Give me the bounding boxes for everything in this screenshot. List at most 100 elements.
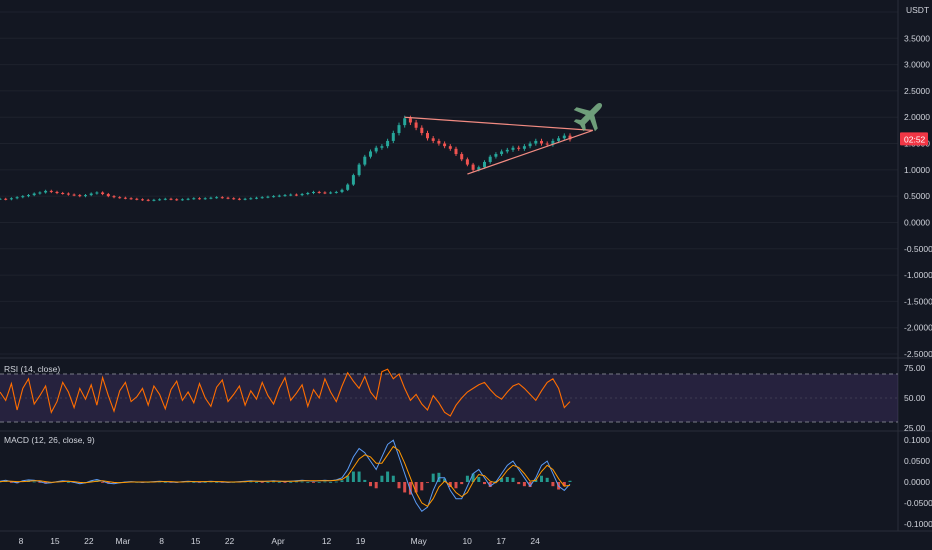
candle-body [545, 143, 549, 145]
candle-body [106, 194, 110, 197]
macd-histogram-bar [471, 473, 475, 482]
macd-histogram-bar [448, 482, 452, 488]
candle-body [203, 198, 207, 200]
time-axis-label: Apr [271, 536, 284, 546]
candle-body [437, 140, 441, 144]
macd-pane[interactable] [0, 439, 572, 513]
macd-histogram-bar [483, 482, 486, 485]
macd-axis-label: -0.1000 [904, 519, 932, 529]
time-axis-label: 8 [159, 536, 164, 546]
candle-body [403, 118, 407, 126]
price-axis[interactable]: 3.50003.00002.50002.00001.50001.00000.50… [900, 33, 932, 529]
candle-body [408, 118, 412, 123]
time-axis-label: 17 [496, 536, 506, 546]
price-axis-label: 3.5000 [904, 33, 930, 43]
candle-body [414, 122, 418, 128]
candle-body [568, 135, 572, 140]
macd-histogram-bar [340, 480, 344, 482]
macd-histogram-bar [38, 482, 42, 483]
candle-body [260, 197, 264, 199]
candle-body [72, 194, 76, 196]
candle-body [465, 159, 469, 165]
candle-body [135, 198, 139, 200]
macd-histogram-bar [386, 471, 390, 482]
candle-body [232, 198, 236, 200]
candle-body [477, 167, 481, 170]
rsi-title: RSI (14, close) [4, 364, 60, 374]
time-axis-label: May [411, 536, 428, 546]
price-axis-label: 1.0000 [904, 165, 930, 175]
candle-body [21, 196, 25, 198]
candle-body [272, 196, 276, 198]
candle-body [505, 149, 509, 152]
candle-body [209, 197, 213, 199]
candle-body [66, 193, 70, 195]
candle-body [9, 198, 13, 200]
triangle-lower-line [467, 129, 593, 175]
macd-histogram-bar [454, 482, 458, 489]
candle-body [300, 194, 304, 196]
time-axis-label: 24 [530, 536, 540, 546]
macd-histogram-bar [351, 471, 355, 482]
macd-histogram-bar [431, 473, 435, 482]
macd-histogram-bar [363, 479, 367, 482]
macd-histogram-bar [562, 482, 566, 487]
candle-body [146, 199, 150, 201]
candle-body [180, 199, 184, 201]
macd-histogram-bar [391, 475, 395, 482]
macd-histogram-bar [260, 482, 264, 483]
price-badge-label: 02:52 [904, 134, 926, 144]
candle-body [562, 135, 566, 139]
price-axis-label: 0.0000 [904, 217, 930, 227]
macd-histogram-bar [32, 481, 36, 483]
candle-body [163, 198, 167, 200]
candle-body [27, 195, 30, 197]
macd-histogram-bar [192, 482, 196, 483]
candle-body [61, 192, 65, 194]
macd-histogram-bar [488, 482, 492, 488]
macd-histogram-bar [477, 476, 481, 482]
candle-body [517, 147, 521, 149]
macd-histogram-bar [528, 482, 532, 488]
time-axis-label: 10 [462, 536, 472, 546]
candle-body [294, 194, 298, 196]
candle-body [243, 198, 247, 200]
macd-histogram-bar [215, 482, 219, 483]
candle-body [426, 133, 429, 139]
time-axis-label: 22 [84, 536, 94, 546]
time-axis[interactable]: 8 15 22 Mar 8 15 22 Apr 12 19 May 10 17 24 [19, 536, 540, 546]
candle-body [32, 193, 36, 196]
rsi-band [0, 374, 898, 422]
macd-histogram-bar [283, 482, 287, 483]
candle-body [380, 146, 384, 148]
macd-histogram-bar [289, 482, 293, 483]
candle-body [220, 197, 224, 199]
macd-histogram-bar [272, 481, 276, 483]
macd-histogram-bar [426, 482, 429, 483]
candle-body [175, 199, 179, 201]
price-axis-label: -1.0000 [904, 270, 932, 280]
candle-body [443, 143, 447, 147]
candle-body [49, 190, 53, 192]
macd-title: MACD (12, 26, close, 9) [4, 435, 95, 445]
macd-histogram-bar [460, 482, 464, 485]
price-pane[interactable] [0, 11, 898, 355]
candle-body [386, 140, 390, 147]
candle-body [112, 196, 116, 198]
time-axis-label: 15 [191, 536, 201, 546]
candle-body [289, 194, 293, 196]
triangle-upper-line [404, 116, 593, 131]
candle-body [483, 161, 486, 168]
candle-body [237, 198, 241, 200]
candle-body [306, 192, 310, 195]
price-axis-label: -0.5000 [904, 244, 932, 254]
candle-body [78, 195, 82, 197]
time-axis-label: 22 [225, 536, 235, 546]
macd-histogram-bar [380, 475, 384, 482]
candle-body [334, 191, 338, 193]
rsi-pane[interactable] [0, 368, 898, 423]
candle-body [351, 175, 355, 185]
macd-histogram-bar [540, 475, 543, 482]
candle-body [374, 147, 378, 152]
